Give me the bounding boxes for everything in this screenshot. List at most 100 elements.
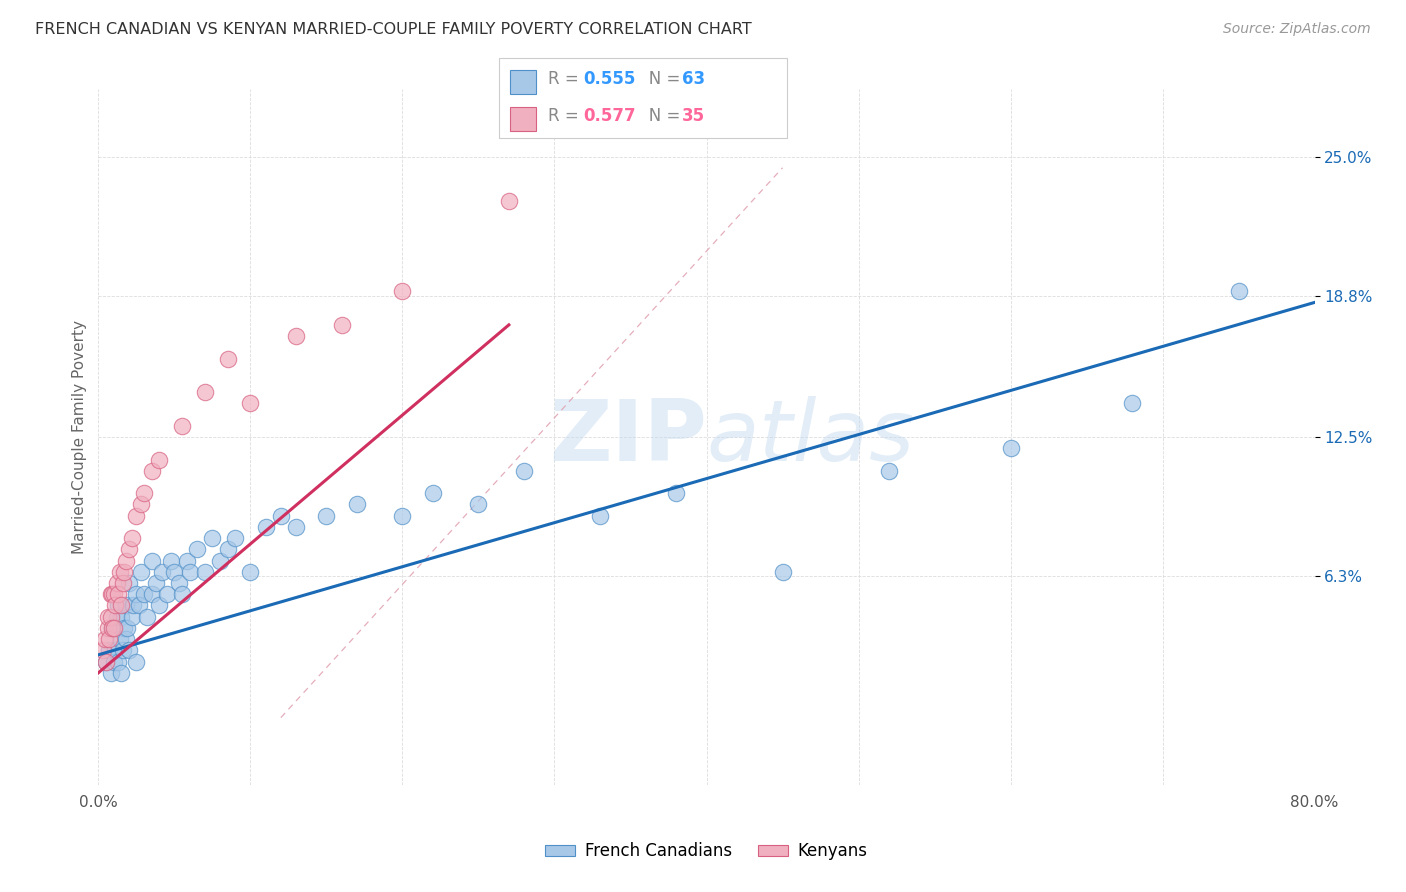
Point [118, 576, 141, 591]
Point [128, 599, 150, 613]
Point [103, 621, 125, 635]
Point [91, 643, 114, 657]
Y-axis label: Married-Couple Family Poverty: Married-Couple Family Poverty [72, 320, 87, 554]
Point [239, 396, 262, 410]
Point [121, 609, 143, 624]
Point [96, 621, 118, 635]
Point [217, 351, 239, 366]
Point [112, 621, 135, 635]
Point [513, 464, 536, 478]
Text: Source: ZipAtlas.com: Source: ZipAtlas.com [1223, 22, 1371, 37]
Point [1000, 442, 1022, 456]
Point [104, 643, 127, 657]
Point [209, 553, 232, 567]
Point [498, 194, 520, 209]
Point [103, 587, 125, 601]
Point [422, 486, 444, 500]
Point [224, 531, 246, 545]
Point [94, 655, 117, 669]
Point [201, 531, 224, 545]
Point [186, 542, 208, 557]
Point [877, 464, 900, 478]
Point [110, 609, 132, 624]
Point [112, 565, 135, 579]
Point [170, 587, 193, 601]
Point [132, 486, 155, 500]
Point [141, 553, 163, 567]
Point [589, 508, 612, 523]
Text: ZIP: ZIP [548, 395, 707, 479]
Text: N =: N = [633, 107, 685, 125]
Point [217, 542, 239, 557]
Point [391, 284, 413, 298]
Point [101, 621, 124, 635]
Point [1121, 396, 1143, 410]
Text: FRENCH CANADIAN VS KENYAN MARRIED-COUPLE FAMILY POVERTY CORRELATION CHART: FRENCH CANADIAN VS KENYAN MARRIED-COUPLE… [35, 22, 752, 37]
Point [105, 576, 128, 591]
Point [129, 497, 152, 511]
Point [170, 418, 193, 433]
Text: R =: R = [548, 107, 585, 125]
Point [179, 565, 201, 579]
Point [108, 632, 131, 646]
Point [114, 632, 136, 646]
Point [100, 609, 122, 624]
Point [98, 632, 121, 646]
Point [105, 609, 128, 624]
Point [163, 565, 186, 579]
Point [145, 576, 167, 591]
Point [114, 553, 136, 567]
Point [125, 587, 148, 601]
Point [100, 587, 122, 601]
Text: atlas: atlas [707, 395, 914, 479]
Text: 63: 63 [682, 70, 704, 88]
Point [239, 565, 262, 579]
Point [117, 621, 139, 635]
Point [118, 542, 141, 557]
Point [167, 576, 190, 591]
Point [110, 665, 132, 680]
Text: 0.555: 0.555 [583, 70, 636, 88]
Point [103, 621, 125, 635]
Point [108, 565, 131, 579]
Point [111, 576, 134, 591]
Point [346, 497, 368, 511]
Point [101, 587, 124, 601]
Point [150, 565, 173, 579]
Point [122, 599, 145, 613]
Point [330, 318, 353, 332]
Text: 0.577: 0.577 [583, 107, 636, 125]
Point [194, 565, 217, 579]
Point [132, 587, 155, 601]
Point [121, 531, 143, 545]
Point [176, 553, 198, 567]
Point [285, 520, 308, 534]
Point [104, 599, 127, 613]
Point [96, 609, 118, 624]
Point [107, 587, 129, 601]
Point [129, 565, 152, 579]
Point [160, 553, 183, 567]
Legend: French Canadians, Kenyans: French Canadians, Kenyans [538, 836, 875, 867]
Point [110, 599, 132, 613]
Point [111, 643, 134, 657]
Point [315, 508, 337, 523]
Point [254, 520, 277, 534]
Text: 35: 35 [682, 107, 704, 125]
Text: N =: N = [633, 70, 685, 88]
Point [141, 587, 163, 601]
Point [107, 655, 129, 669]
Point [100, 665, 122, 680]
Point [148, 452, 170, 467]
Point [118, 643, 141, 657]
Point [194, 385, 217, 400]
Point [98, 643, 121, 657]
Point [148, 599, 170, 613]
Point [467, 497, 489, 511]
Point [1227, 284, 1250, 298]
Text: R =: R = [548, 70, 585, 88]
Point [103, 655, 125, 669]
Point [270, 508, 292, 523]
Point [101, 621, 124, 635]
Point [156, 587, 179, 601]
